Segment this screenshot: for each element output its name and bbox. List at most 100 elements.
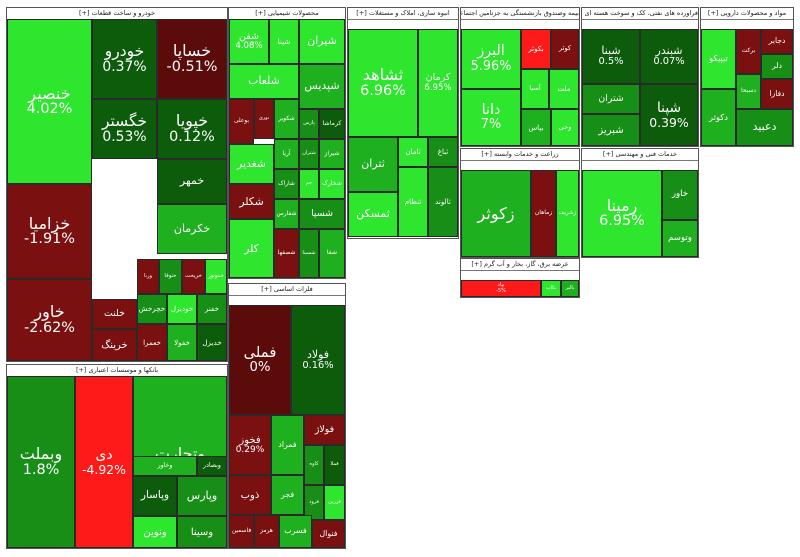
stock-tile[interactable]: خلنت [92,299,137,329]
stock-tile[interactable]: نوری [254,99,274,139]
sector-header[interactable]: مواد و محصولات دارویی [+] [701,8,793,20]
stock-tile[interactable]: شبنا 0.5% [582,29,640,84]
stock-tile[interactable]: وسینا [177,516,227,548]
stock-tile[interactable]: ثباغ [428,137,458,167]
stock-tile[interactable]: خچرخش [137,294,167,324]
stock-tile[interactable]: فخوز 0.29% [229,415,271,475]
stock-tile[interactable]: جم [299,169,319,199]
stock-tile[interactable]: ملت [549,69,579,109]
stock-tile[interactable]: شبندر 0.07% [640,29,698,84]
stock-tile[interactable]: شسپا [299,199,345,229]
stock-tile[interactable]: فجر [271,475,304,515]
stock-tile[interactable]: شپدیس [299,64,345,109]
stock-tile[interactable]: خریخت [182,259,205,294]
stock-tile[interactable]: ذوب [229,475,271,515]
stock-tile[interactable]: ثمسکن [348,192,398,237]
stock-tile[interactable]: دکوثر [701,89,736,146]
stock-tile[interactable]: بکاب [541,280,561,297]
sector-header[interactable]: فلزات اساسی [+] [229,284,345,296]
stock-tile[interactable]: شخارک [319,169,345,199]
sector-header[interactable]: بیمه وصندوق بازنشستگی به جزتامین اجتماعی… [461,8,579,20]
stock-tile[interactable]: فزرین [324,485,345,520]
stock-tile[interactable]: ثنظام [398,167,428,237]
stock-tile[interactable]: آریا [274,139,299,169]
stock-tile[interactable]: شفا [319,229,345,278]
stock-tile[interactable]: ثالوند [428,167,458,237]
stock-tile[interactable]: تیپیکو [701,29,736,89]
stock-tile[interactable]: ثتران [348,137,398,192]
stock-tile[interactable]: وحی [551,109,579,146]
stock-tile[interactable]: ونوین [133,516,177,548]
stock-tile[interactable]: فولاژ [304,415,345,445]
stock-tile[interactable]: ثشاهد 6.96% [348,29,418,137]
stock-tile[interactable]: خزامیا -1.91% [7,184,92,279]
stock-tile[interactable]: شیران [299,19,345,64]
stock-tile[interactable]: فرود [304,485,324,520]
stock-tile[interactable]: فسرب [279,515,312,548]
stock-tile[interactable]: خاور -2.62% [7,279,92,361]
stock-tile[interactable]: هرمز [254,515,279,548]
stock-tile[interactable]: برکت [736,29,761,74]
stock-tile[interactable]: خفنر [197,294,227,324]
stock-tile[interactable]: شتران [299,139,319,169]
sector-header[interactable]: زراعت و خدمات وابسته [+] [461,149,579,161]
stock-tile[interactable]: فاسمین [229,515,254,548]
stock-tile[interactable]: وخاور [133,456,197,476]
stock-tile[interactable]: خرینگ [92,329,137,361]
sector-header[interactable]: فراورده های نفتی، کک و سوخت هسته ای [+] [582,8,698,20]
stock-tile[interactable]: کاوه [304,445,324,485]
stock-tile[interactable]: بوعلی [229,99,254,144]
stock-tile[interactable]: کرماشا [319,109,345,139]
stock-tile[interactable]: ثامان [398,137,428,167]
stock-tile[interactable]: شیراز [319,139,345,169]
stock-tile[interactable]: شکلر [229,184,274,219]
stock-tile[interactable]: خدیزل [197,324,227,361]
stock-tile[interactable]: البرز 5.96% [461,29,521,89]
stock-tile[interactable]: خفولا [167,324,197,361]
stock-tile[interactable]: دی -4.92% [75,376,133,548]
sector-header[interactable]: خدمات فنی و مهندسی [+] [582,149,698,161]
stock-tile[interactable]: شکویر [274,99,299,139]
stock-tile[interactable]: شپنا [269,19,299,64]
stock-tile[interactable]: خمهر [157,159,227,204]
stock-tile[interactable]: خساپا -0.51% [157,19,227,99]
stock-tile[interactable]: وپاسار [133,476,177,516]
stock-tile[interactable]: خودیزل [167,294,197,324]
stock-tile[interactable]: خکرمان [157,204,227,254]
stock-tile[interactable]: دجابر [761,29,793,54]
stock-tile[interactable]: فمراد [271,415,304,475]
stock-tile[interactable]: شفارس [274,199,299,229]
stock-tile[interactable]: دلر [761,54,793,79]
stock-tile[interactable]: دانا 7% [461,89,521,146]
stock-tile[interactable]: بپاد -5% [461,280,541,297]
stock-tile[interactable]: شصفها [274,229,299,278]
stock-tile[interactable]: رمپنا 6.95% [582,170,662,257]
stock-tile[interactable]: شتران [582,84,640,114]
stock-tile[interactable]: شپنا 0.39% [640,84,698,146]
stock-tile[interactable]: زشریف [556,170,579,257]
stock-tile[interactable]: آسیا [521,69,549,109]
stock-tile[interactable]: فنوال [312,520,345,548]
stock-tile[interactable]: خودرو 0.37% [92,19,157,99]
stock-tile[interactable]: خپویا 0.12% [157,99,227,159]
stock-tile[interactable]: شفن 4.08% [229,19,269,64]
stock-tile[interactable]: فولاد 0.16% [291,305,345,415]
stock-tile[interactable]: ورنا [137,259,159,294]
sector-header[interactable]: عرضه برق، گاز، بخار و آب گرم [+] [461,259,579,271]
stock-tile[interactable]: پارس [299,109,319,139]
stock-tile[interactable]: زکوثر [461,170,531,257]
stock-tile[interactable]: خگستر 0.53% [92,99,157,159]
sector-header[interactable]: انبوه سازی، املاک و مستغلات [+] [348,8,458,20]
stock-tile[interactable]: شغدیر [229,144,274,184]
stock-tile[interactable]: وبصادر [197,456,227,476]
stock-tile[interactable]: دعبید [736,109,793,146]
stock-tile[interactable]: خاور [662,170,698,220]
stock-tile[interactable]: بپاس [521,109,551,146]
stock-tile[interactable]: فملا [324,445,345,485]
stock-tile[interactable]: وبملت 1.8% [7,376,75,548]
stock-tile[interactable]: بکوثر [521,29,551,69]
stock-tile[interactable]: کرمان 6.95% [418,29,458,137]
stock-tile[interactable]: خنصیر 4.02% [7,19,92,184]
stock-tile[interactable]: وتوسم [662,220,698,257]
stock-tile[interactable]: شسینا [299,229,319,278]
